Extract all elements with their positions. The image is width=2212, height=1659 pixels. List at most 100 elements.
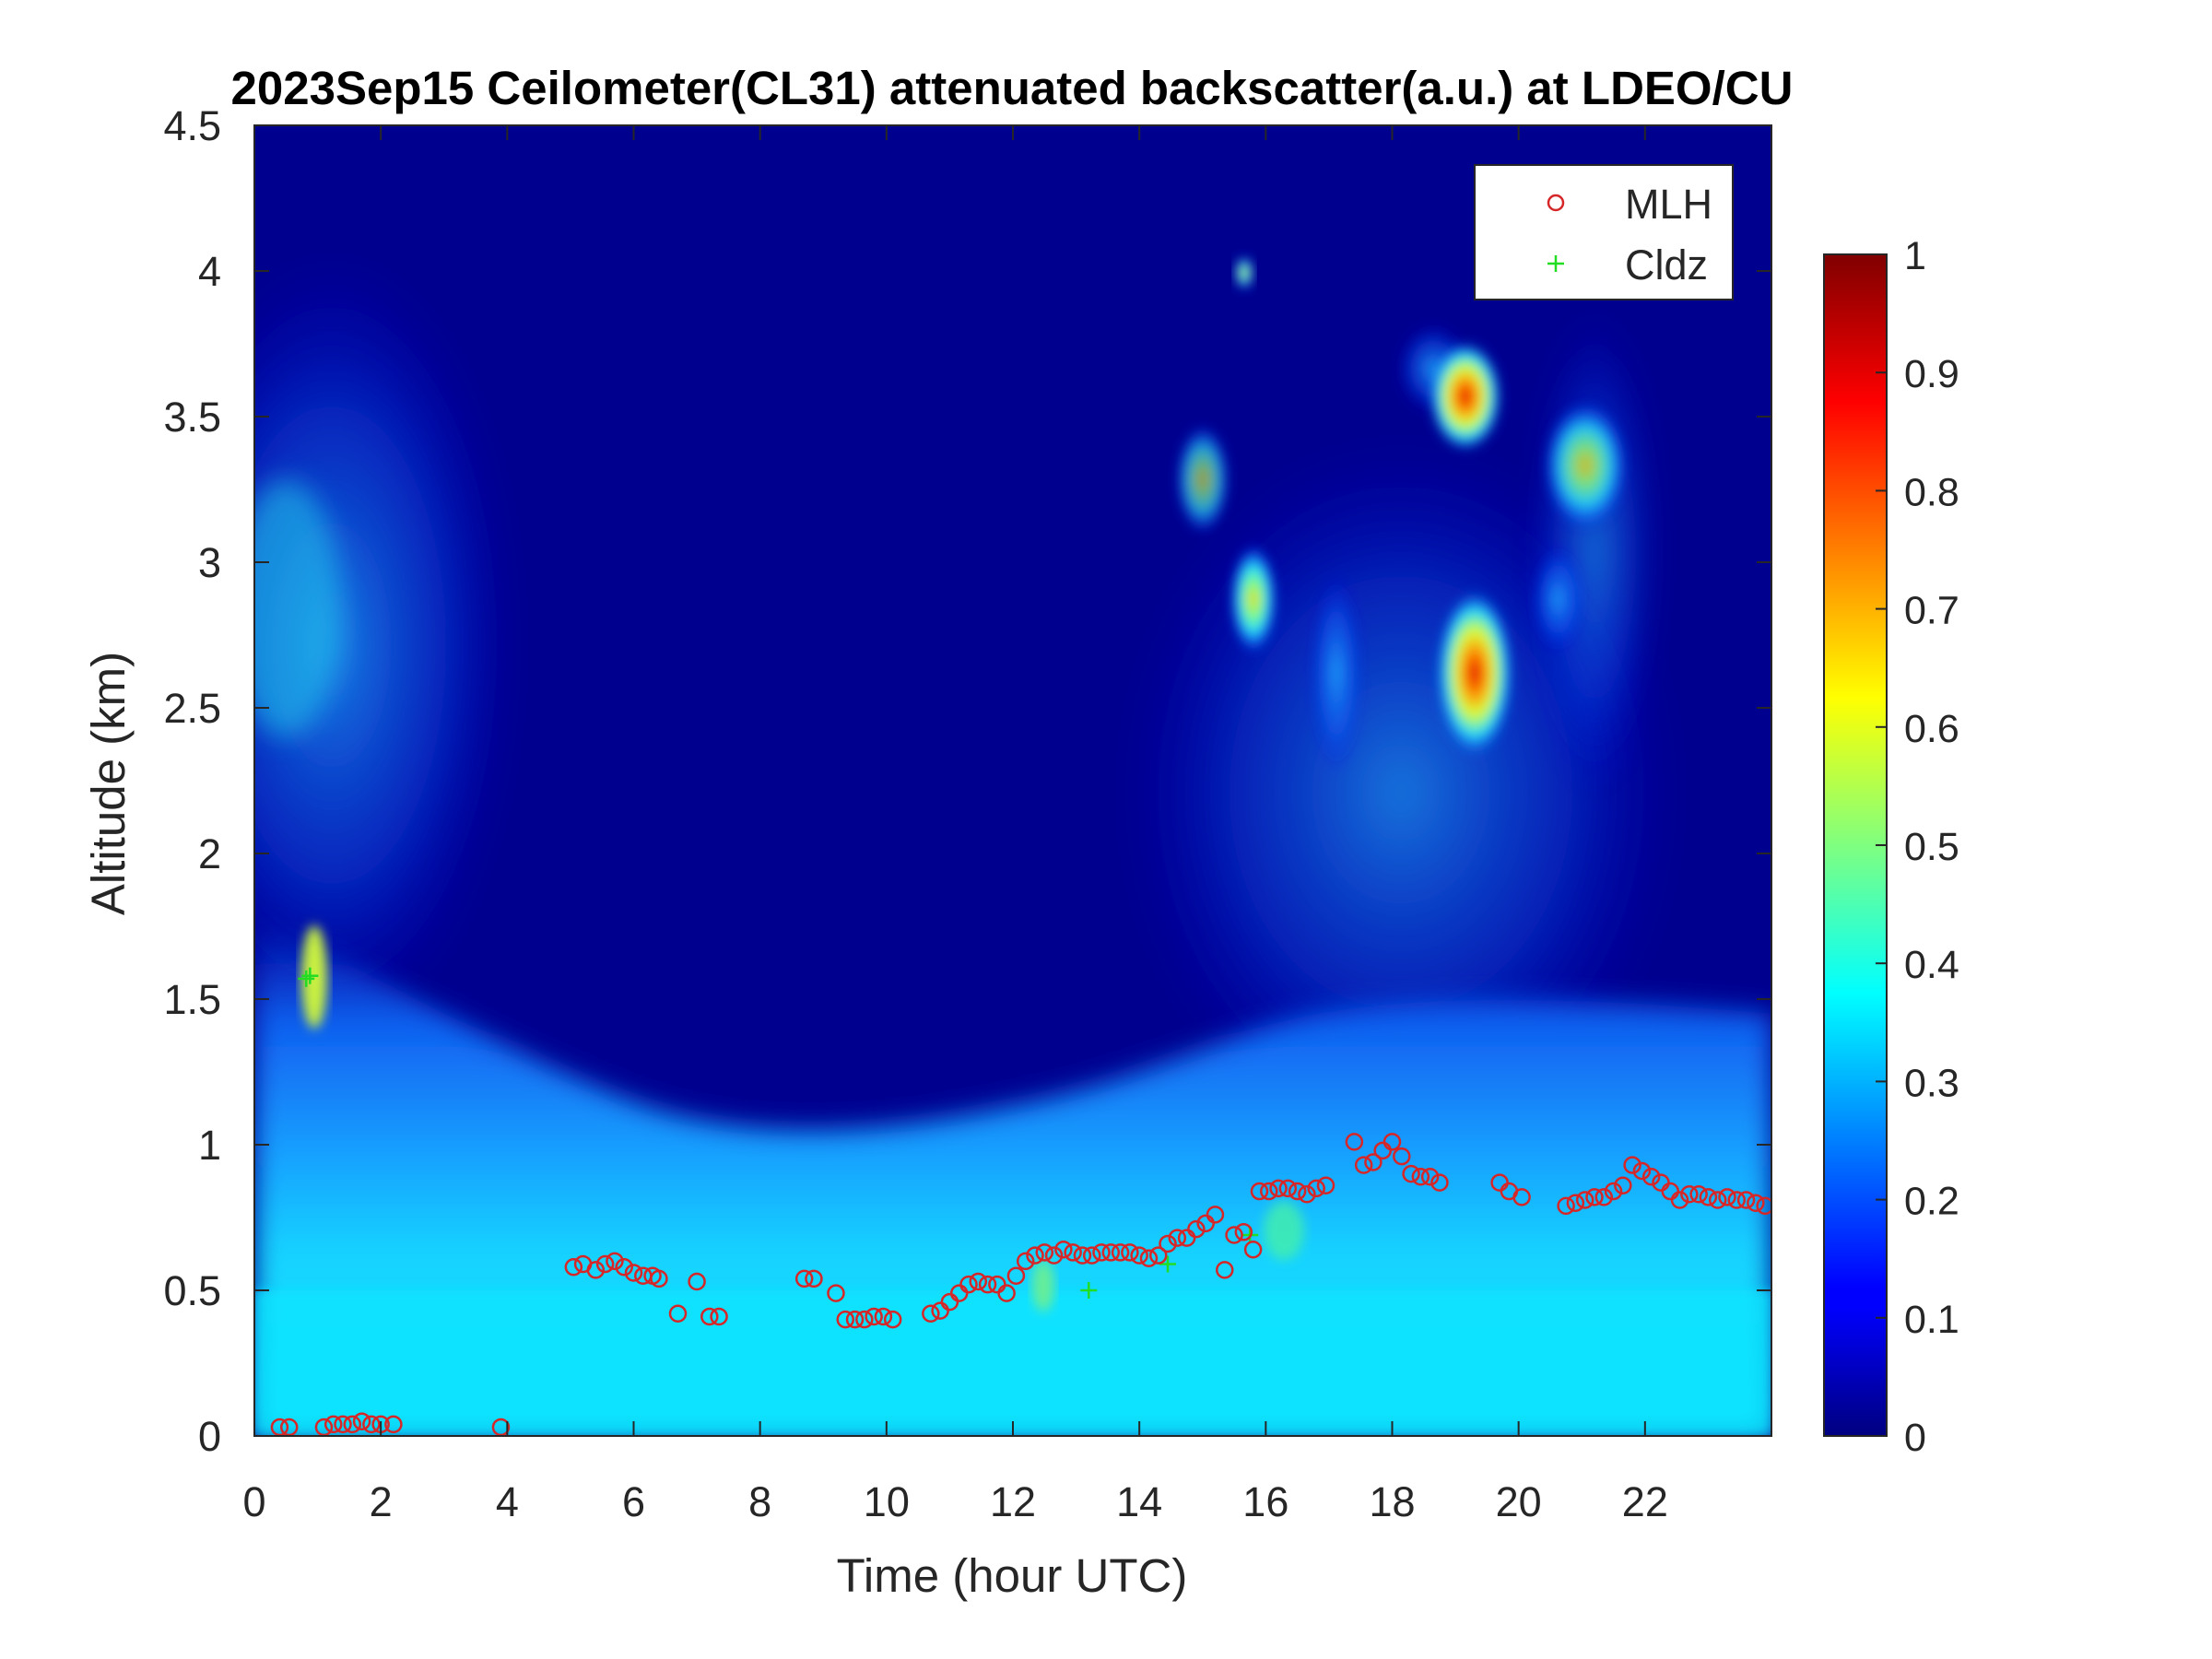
mlh-point (1130, 1246, 1148, 1265)
mlh-point (1411, 1168, 1430, 1186)
mlh-point (1288, 1182, 1307, 1201)
colorbar-tick-label: 0.1 (1904, 1298, 1959, 1342)
mlh-point (1632, 1161, 1652, 1181)
surface-layer (254, 1290, 1771, 1436)
mlh-point (1054, 1241, 1073, 1259)
x-tick-label: 18 (1369, 1478, 1415, 1525)
cloud-feature (1429, 341, 1502, 452)
mlh-point (1699, 1188, 1718, 1206)
mlh-point (1708, 1191, 1727, 1209)
mlh-point (1250, 1182, 1269, 1201)
mlh-point (1756, 1196, 1771, 1216)
y-tick-label: 4.5 (163, 102, 221, 149)
mlh-point (922, 1304, 940, 1324)
mlh-point (324, 1415, 343, 1434)
mlh-point (1402, 1164, 1420, 1183)
mlh-point (794, 1269, 814, 1288)
mlh-point (874, 1307, 893, 1326)
mlh-point (1575, 1191, 1594, 1209)
chart-title: 2023Sep15 Ceilometer(CL31) attenuated ba… (231, 62, 1794, 114)
backscatter-heatmap (254, 125, 1771, 1436)
legend-cldz-marker-icon (1547, 255, 1564, 272)
x-tick-label: 20 (1496, 1478, 1542, 1525)
mlh-point (1092, 1243, 1111, 1262)
mlh-markers (270, 1133, 1771, 1436)
mlh-point (1206, 1206, 1225, 1224)
x-tick-label: 10 (864, 1478, 910, 1525)
mlh-point (564, 1257, 583, 1277)
mlh-point (1680, 1184, 1699, 1204)
mlh-point (1364, 1153, 1382, 1171)
x-tick-label: 14 (1116, 1478, 1162, 1525)
mlh-point (1736, 1191, 1756, 1209)
mlh-point (978, 1275, 997, 1294)
mlh-point (650, 1269, 668, 1288)
cloud-feature (1264, 1201, 1304, 1260)
colorbar-tick-label: 0.2 (1904, 1180, 1959, 1224)
mlh-point (1082, 1246, 1101, 1265)
morning-aerosol-haze (254, 258, 516, 1032)
colorbar: 0 0.1 0.2 0.3 0.4 0.5 0.6 0.7 0.8 0.9 1 (1823, 234, 1959, 1460)
y-tick-label: 3 (198, 539, 221, 586)
mlh-point (1225, 1226, 1243, 1244)
cloud-feature (1436, 590, 1513, 756)
mlh-point (1026, 1246, 1044, 1265)
mlh-point (836, 1310, 855, 1329)
mlh-point (606, 1252, 624, 1271)
mlh-point (1035, 1243, 1054, 1262)
x-tick-label: 16 (1242, 1478, 1288, 1525)
mlh-point (384, 1415, 403, 1434)
cloud-feature (301, 925, 327, 1029)
y-tick-label: 3.5 (163, 394, 221, 441)
cloud-feature (1530, 544, 1585, 654)
cloud-feature (1230, 544, 1277, 654)
mlh-point (827, 1284, 845, 1302)
colorbar-tick-label: 1 (1904, 234, 1926, 278)
mlh-point (688, 1272, 706, 1291)
mlh-point (624, 1264, 643, 1282)
mlh-point (352, 1412, 371, 1430)
mlh-point (1278, 1179, 1298, 1198)
mlh-point (668, 1304, 688, 1324)
mlh-point (1641, 1168, 1661, 1186)
mlh-point (1016, 1252, 1035, 1271)
mlh-point (1269, 1179, 1288, 1198)
mlh-point (1614, 1176, 1632, 1194)
x-axis: 0 2 4 6 8 10 12 14 16 18 20 22 (242, 125, 1668, 1525)
x-tick-label: 8 (748, 1478, 771, 1525)
colorbar-tick-label: 0.5 (1904, 825, 1959, 869)
mlh-point (997, 1284, 1016, 1302)
mlh-point (1159, 1234, 1177, 1253)
mlh-point (700, 1307, 719, 1326)
mlh-point (1420, 1168, 1440, 1186)
legend-box (1474, 164, 1734, 300)
x-tick-label: 6 (622, 1478, 645, 1525)
mlh-point (334, 1415, 352, 1434)
mlh-point (1566, 1194, 1585, 1212)
legend-cldz-label: Cldz (1625, 241, 1708, 288)
mlh-point (1316, 1176, 1335, 1194)
mlh-point (1512, 1188, 1531, 1206)
cldz-point (301, 967, 319, 984)
y-tick-label: 0.5 (163, 1267, 221, 1314)
mlh-point (1354, 1156, 1373, 1174)
legend-mlh-marker-icon (1547, 194, 1565, 212)
mlh-point (595, 1254, 615, 1274)
cldz-point (1080, 1282, 1098, 1299)
mlh-point (1623, 1156, 1641, 1174)
mlh-point (1594, 1188, 1614, 1206)
mlh-point (1307, 1179, 1325, 1198)
mlh-point (1243, 1241, 1263, 1259)
mlh-point (1260, 1182, 1278, 1201)
y-tick-label: 0 (198, 1413, 221, 1460)
mlh-point (1111, 1243, 1130, 1262)
cldz-point (298, 970, 315, 987)
mlh-point (1298, 1184, 1316, 1204)
mlh-point (1670, 1191, 1689, 1209)
mlh-point (1044, 1246, 1064, 1265)
mlh-point (1073, 1246, 1092, 1265)
mlh-point (855, 1310, 874, 1329)
mlh-point (1718, 1188, 1736, 1206)
mlh-point (805, 1269, 823, 1288)
x-tick-label: 12 (990, 1478, 1036, 1525)
